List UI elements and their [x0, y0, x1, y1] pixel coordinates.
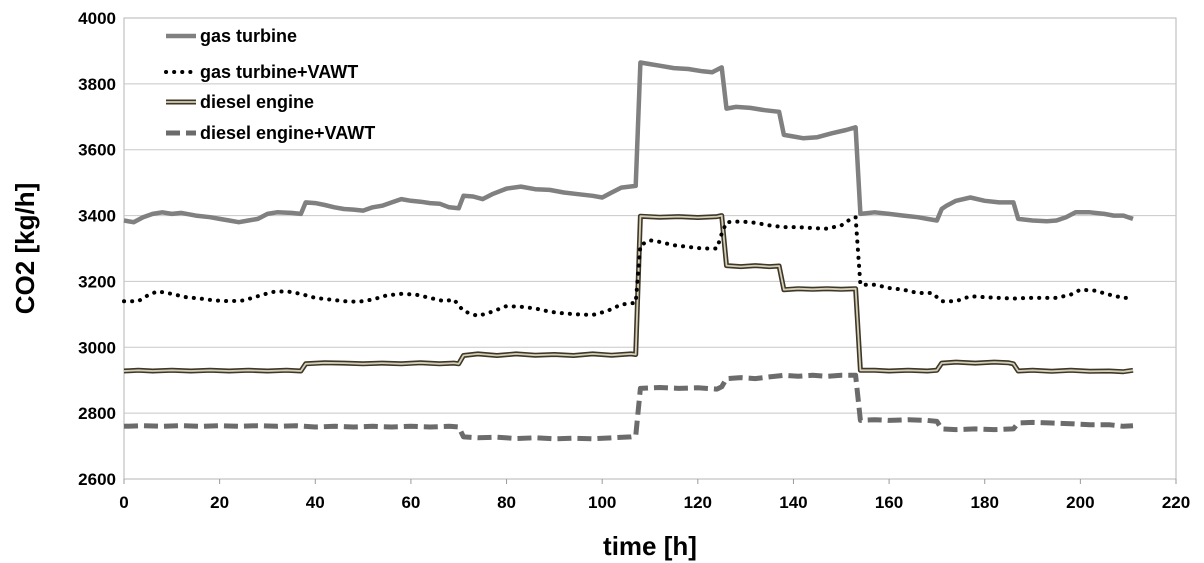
series-line	[123, 60, 1134, 225]
x-axis-title: time [h]	[603, 531, 697, 561]
legend-label: diesel engine	[200, 92, 314, 112]
x-tick-label: 20	[210, 493, 229, 512]
legend-label: gas turbine+VAWT	[200, 62, 358, 82]
series-gas-turbine-vawt	[122, 215, 1135, 318]
y-axis-title: CO2 [kg/h]	[10, 183, 40, 314]
y-tick-label: 2800	[78, 404, 116, 423]
series-line-inner	[123, 214, 1134, 373]
legend-item-diesel-engine: diesel engine	[166, 92, 314, 112]
x-tick-label: 100	[588, 493, 616, 512]
legend-item-gas-turbine: gas turbine	[166, 26, 297, 46]
series-layer	[122, 60, 1135, 442]
y-tick-label: 3400	[78, 207, 116, 226]
legend-item-gas-turbine-vawt: gas turbine+VAWT	[164, 62, 358, 82]
y-tick-label: 3000	[78, 338, 116, 357]
series-line	[123, 372, 1134, 442]
x-tick-label: 80	[497, 493, 516, 512]
x-tick-label: 160	[875, 493, 903, 512]
x-tick-label: 60	[401, 493, 420, 512]
x-tick-label: 140	[779, 493, 807, 512]
x-tick-label: 180	[971, 493, 999, 512]
series-gas-turbine	[123, 60, 1134, 225]
legend-item-diesel-engine-vawt: diesel engine+VAWT	[166, 123, 375, 143]
series-diesel-engine-vawt	[123, 372, 1134, 442]
y-axis: 2600 2800 3000 3200 3400 3600 3800 4000	[78, 9, 116, 489]
legend-label: gas turbine	[200, 26, 297, 46]
y-tick-label: 3600	[78, 141, 116, 160]
series-line	[122, 215, 1135, 318]
legend: gas turbine gas turbine+VAWT diesel engine…	[164, 26, 375, 143]
plot-area	[123, 17, 1177, 480]
x-tick-label: 0	[119, 493, 128, 512]
x-axis: 0 20 40 60 80 100 120 140 160 180 200 220	[119, 479, 1190, 512]
y-tick-label: 4000	[78, 9, 116, 28]
y-tick-label: 3200	[78, 272, 116, 291]
y-tick-label: 3800	[78, 75, 116, 94]
x-tick-label: 40	[306, 493, 325, 512]
x-tick-label: 200	[1066, 493, 1094, 512]
x-tick-label: 120	[684, 493, 712, 512]
x-tick-label: 220	[1162, 493, 1190, 512]
legend-label: diesel engine+VAWT	[200, 123, 375, 143]
series-diesel-engine	[123, 213, 1134, 375]
y-tick-label: 2600	[78, 470, 116, 489]
